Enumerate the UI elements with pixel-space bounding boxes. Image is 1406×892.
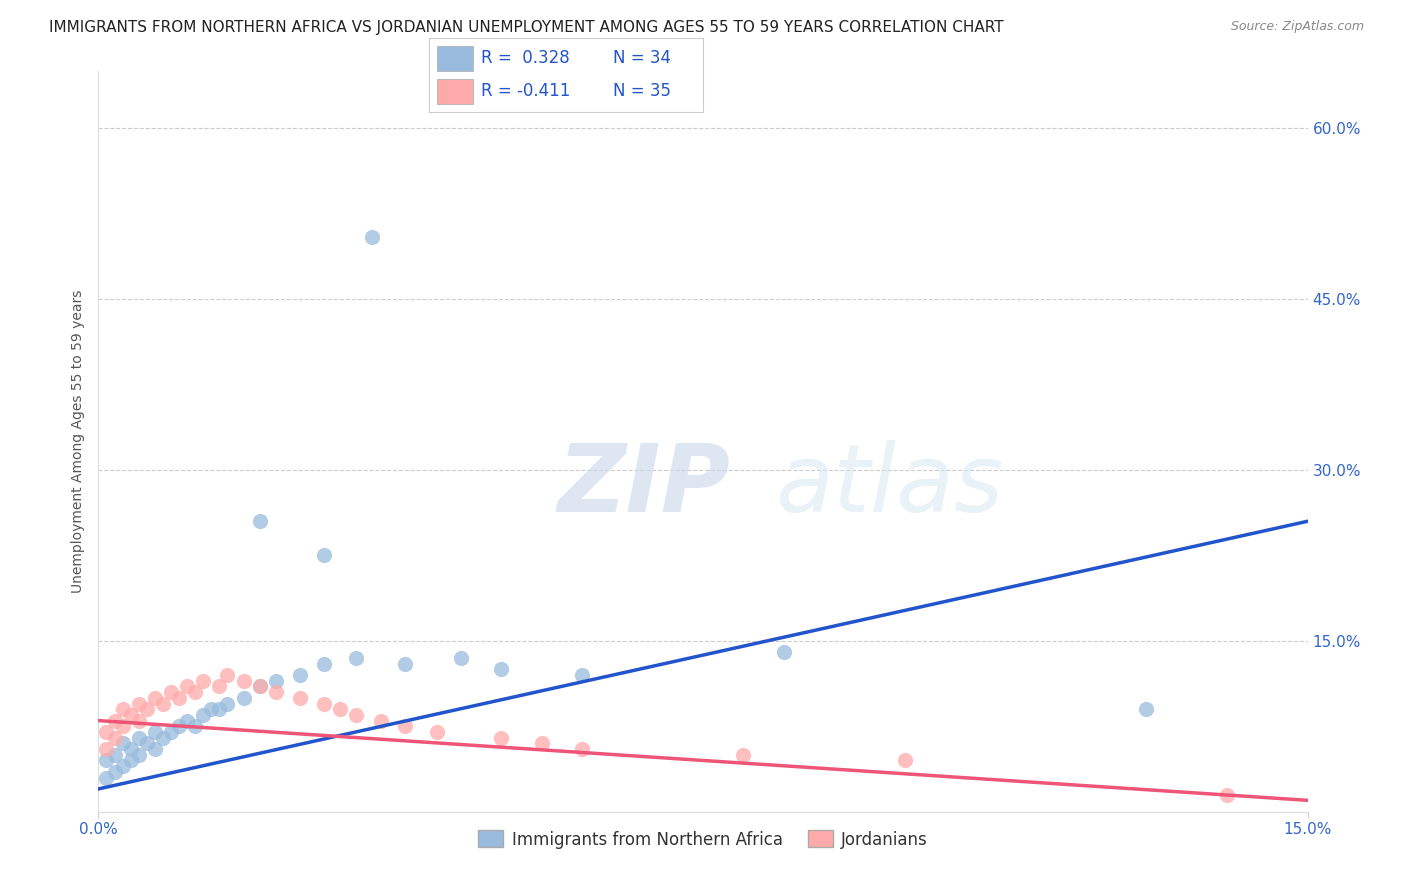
Point [152, 697, 174, 711]
Point [111, 702, 134, 716]
Point [314, 697, 336, 711]
Point [96, 771, 118, 785]
Point [120, 707, 142, 722]
Point [264, 685, 287, 699]
Point [344, 707, 367, 722]
Point [200, 702, 222, 716]
Point [128, 714, 150, 728]
Point [571, 742, 593, 756]
FancyBboxPatch shape [437, 78, 472, 104]
Point [111, 736, 134, 750]
Point [217, 697, 239, 711]
Point [103, 764, 125, 779]
Point [329, 702, 352, 716]
Text: Source: ZipAtlas.com: Source: ZipAtlas.com [1230, 20, 1364, 33]
Point [143, 725, 166, 739]
Point [288, 668, 311, 682]
Point [120, 742, 142, 756]
Point [160, 685, 183, 699]
Point [111, 719, 134, 733]
Point [143, 690, 166, 705]
Legend: Immigrants from Northern Africa, Jordanians: Immigrants from Northern Africa, Jordani… [471, 823, 935, 855]
Point [1135, 702, 1157, 716]
FancyBboxPatch shape [437, 45, 472, 71]
Point [361, 229, 384, 244]
Point [344, 651, 367, 665]
Point [232, 690, 254, 705]
Point [96, 754, 118, 768]
Point [152, 731, 174, 745]
Point [314, 657, 336, 671]
Point [120, 754, 142, 768]
Point [772, 645, 794, 659]
Point [184, 685, 207, 699]
Text: ZIP: ZIP [558, 440, 731, 532]
Point [208, 680, 231, 694]
Point [893, 754, 915, 768]
Point [96, 742, 118, 756]
Point [491, 731, 513, 745]
Point [184, 719, 207, 733]
Point [450, 651, 472, 665]
Point [264, 673, 287, 688]
Point [288, 690, 311, 705]
Point [249, 514, 271, 528]
Point [1216, 788, 1239, 802]
Text: N = 35: N = 35 [613, 82, 671, 101]
Point [167, 719, 190, 733]
Y-axis label: Unemployment Among Ages 55 to 59 years: Unemployment Among Ages 55 to 59 years [70, 290, 84, 593]
Point [217, 668, 239, 682]
Text: R =  0.328: R = 0.328 [481, 49, 569, 68]
Point [103, 714, 125, 728]
Point [530, 736, 553, 750]
Point [143, 742, 166, 756]
Point [96, 725, 118, 739]
Text: R = -0.411: R = -0.411 [481, 82, 571, 101]
Point [176, 714, 198, 728]
Point [733, 747, 755, 762]
Point [111, 759, 134, 773]
Point [176, 680, 198, 694]
Point [128, 731, 150, 745]
Point [232, 673, 254, 688]
Point [103, 747, 125, 762]
Point [208, 702, 231, 716]
Point [135, 736, 157, 750]
Point [370, 714, 392, 728]
Text: IMMIGRANTS FROM NORTHERN AFRICA VS JORDANIAN UNEMPLOYMENT AMONG AGES 55 TO 59 YE: IMMIGRANTS FROM NORTHERN AFRICA VS JORDA… [49, 20, 1004, 35]
Point [249, 680, 271, 694]
Point [160, 725, 183, 739]
Point [426, 725, 449, 739]
Point [193, 707, 215, 722]
Point [135, 702, 157, 716]
Point [249, 680, 271, 694]
Point [394, 719, 416, 733]
Point [314, 549, 336, 563]
Text: N = 34: N = 34 [613, 49, 671, 68]
Point [167, 690, 190, 705]
Point [193, 673, 215, 688]
Point [128, 747, 150, 762]
Point [394, 657, 416, 671]
Point [128, 697, 150, 711]
Point [103, 731, 125, 745]
Text: atlas: atlas [776, 441, 1004, 532]
Point [491, 662, 513, 676]
Point [571, 668, 593, 682]
